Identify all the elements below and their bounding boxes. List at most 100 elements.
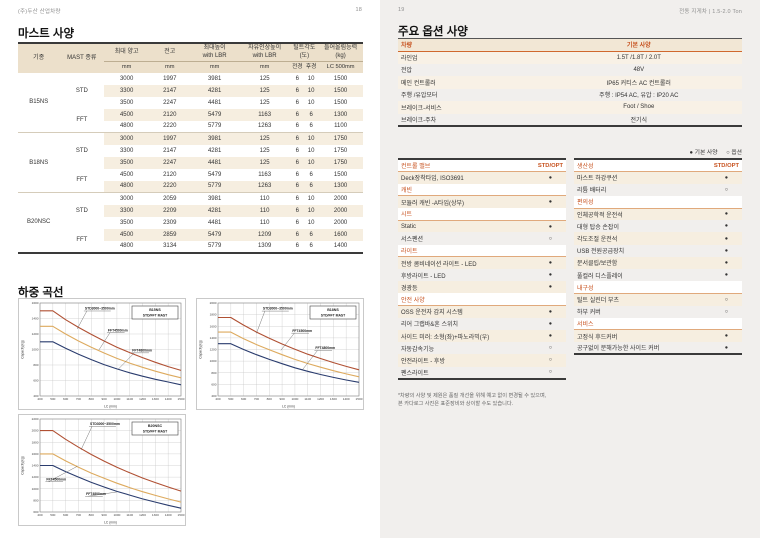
svg-text:400: 400 [216, 397, 221, 401]
svg-text:1600: 1600 [32, 452, 39, 456]
svg-text:1300: 1300 [330, 397, 337, 401]
svg-text:800: 800 [89, 397, 94, 401]
load-chart-b18ns: 400 500 600 700 800 900 1000 1100 1200 1300 1400 15… [196, 298, 365, 410]
svg-text:600: 600 [212, 382, 217, 386]
svg-text:1800: 1800 [32, 440, 39, 444]
option-section-row: 서비스 [574, 317, 742, 331]
option-mark: ● [534, 305, 566, 318]
option-label: 인체공학적 운전석 [574, 208, 711, 221]
svg-text:B18NS: B18NS [328, 308, 340, 312]
table-row: 3300 2147 4281 125 6 10 1750 [119, 147, 348, 154]
list-item: 하부 커버 ○ [574, 306, 742, 318]
option-mark: ● [724, 344, 729, 351]
svg-text:1400: 1400 [210, 336, 217, 340]
list-item: 각도조절 운전석 ● [574, 232, 742, 245]
option-label: 대형 탑승 손잡이 [577, 224, 619, 231]
list-item: 마스트 하강쿠션 ● [574, 171, 742, 184]
option-label: Deck장착타입, ISO3691 [398, 171, 535, 184]
option-mark: ● [548, 272, 553, 279]
svg-text:LC (mm): LC (mm) [104, 521, 117, 525]
svg-text:1400: 1400 [343, 397, 350, 401]
option-mark: ● [534, 256, 566, 269]
mast-table: 기종 MAST 종류 최대 양고 전고 최대높이 with LBR 자유인상높이 with L… [18, 42, 363, 254]
svg-text:400: 400 [212, 394, 217, 398]
svg-text:1400: 1400 [32, 317, 39, 321]
svg-text:1400: 1400 [165, 513, 172, 517]
option-mark: ○ [548, 345, 553, 352]
option-mark: ○ [548, 235, 553, 242]
svg-text:1000: 1000 [32, 487, 39, 491]
option-section-label: 내구성 [574, 281, 711, 294]
table-row: 브레이크-서비스 Foot / Shoe [398, 101, 742, 114]
table-row: 3300 2147 4281 125 6 10 1500 [18, 84, 363, 97]
option-section-label: 캐빈 [398, 183, 535, 197]
svg-text:400: 400 [37, 513, 42, 517]
page-number-right: 19 [398, 7, 405, 13]
mast-spec-title: 마스트 사양 [18, 28, 75, 40]
option-label: 전방 콤비네이션 라이트 - LED [398, 256, 535, 269]
option-label: 풀컬러 디스플레이 [577, 273, 623, 280]
brand-header: (주)두산 산업차량 [18, 9, 61, 15]
legend-option: ○ 옵션 [726, 150, 742, 156]
mast-type-cell: STD [59, 192, 105, 229]
svg-text:700: 700 [254, 397, 259, 401]
load-curve-title: 하중 곡선 [18, 287, 64, 299]
list-item: 자동감속기능 ○ [398, 342, 566, 354]
option-mark: ● [724, 223, 729, 230]
option-label: 각도조절 운전석 [574, 232, 711, 245]
svg-text:FFT4500mm: FFT4500mm [46, 477, 66, 481]
svg-text:1000: 1000 [32, 348, 39, 352]
svg-text:1100: 1100 [126, 397, 133, 401]
list-item: 펜스라이트 ○ [398, 367, 566, 379]
option-section-label: 생산성 [574, 159, 711, 172]
mast-type-cell: STD [59, 72, 105, 109]
svg-text:800: 800 [212, 371, 217, 375]
option-label: 리어 그랩바&혼 스위치 [401, 322, 459, 329]
option-label: 틸트 실린더 부츠 [574, 293, 711, 306]
svg-text:LC (mm): LC (mm) [283, 405, 296, 409]
svg-text:700: 700 [76, 513, 81, 517]
std-opt-header [710, 317, 742, 331]
list-item: 전방 콤비네이션 라이트 - LED ● [398, 256, 566, 269]
std-opt-header: STD/OPT [710, 159, 742, 172]
table-row: 4800 2220 5779 1263 6 6 1300 [18, 180, 363, 193]
catalog-page-left: (주)두산 산업차량 18 마스트 사양 기종 MAST 종류 최대 양고 전고 최대높… [18, 7, 365, 526]
model-range-header: 전동 지게차 | 1.5-2.0 Ton [679, 9, 742, 15]
option-label: 서스펜션 [401, 237, 424, 244]
option-label: USB 전원공급장치 [577, 249, 625, 256]
table-row: 브레이크-주차 전기식 [401, 117, 648, 124]
svg-text:Capacity(kg): Capacity(kg) [199, 340, 203, 359]
svg-text:2200: 2200 [32, 417, 39, 421]
list-item: 서스펜션 ○ [398, 232, 566, 244]
std-opt-header [534, 293, 566, 307]
list-item: USB 전원공급장치 ● [574, 245, 742, 257]
option-mark: ○ [710, 293, 742, 306]
svg-text:1200: 1200 [210, 348, 217, 352]
base-spec-table-container: 차량 기본 사양 라인업 1.5T /1.8T / 2.0T 전압 48V 메인 컨트롤러 I… [398, 38, 742, 127]
option-mark: ● [534, 171, 566, 184]
list-item: 리튬 배터리 ○ [574, 184, 742, 196]
svg-text:1300: 1300 [152, 397, 159, 401]
option-label: 하부 커버 [577, 310, 601, 317]
model-cell: B18NS [18, 132, 60, 193]
option-section-label: 안전 사양 [398, 293, 535, 307]
list-item: 대형 탑승 손잡이 ● [574, 220, 742, 232]
svg-text:800: 800 [89, 513, 94, 517]
option-mark: ● [724, 272, 729, 279]
option-section-label: 편의성 [574, 195, 711, 209]
svg-text:800: 800 [33, 363, 38, 367]
svg-text:1200: 1200 [139, 397, 146, 401]
table-row: FFT 4500 2120 5479 1163 6 6 1300 [18, 108, 363, 133]
svg-text:900: 900 [102, 513, 107, 517]
option-mark: ○ [534, 354, 566, 367]
svg-text:600: 600 [33, 379, 38, 383]
svg-text:600: 600 [242, 397, 247, 401]
mast-type-cell: FFT [59, 108, 105, 133]
list-item: 공구없이 분해가능한 사이드 커버 ● [574, 342, 742, 354]
option-label: 마스트 하강쿠션 [574, 171, 711, 184]
table-row: 3500 2309 4481 110 6 10 2000 [119, 219, 348, 226]
table-row: B15NS STD 3000 1997 3981 125 6 10 1500 [18, 72, 363, 133]
option-section-row: 캐빈 [398, 183, 566, 197]
svg-text:1500: 1500 [178, 397, 185, 401]
svg-text:500: 500 [50, 513, 55, 517]
